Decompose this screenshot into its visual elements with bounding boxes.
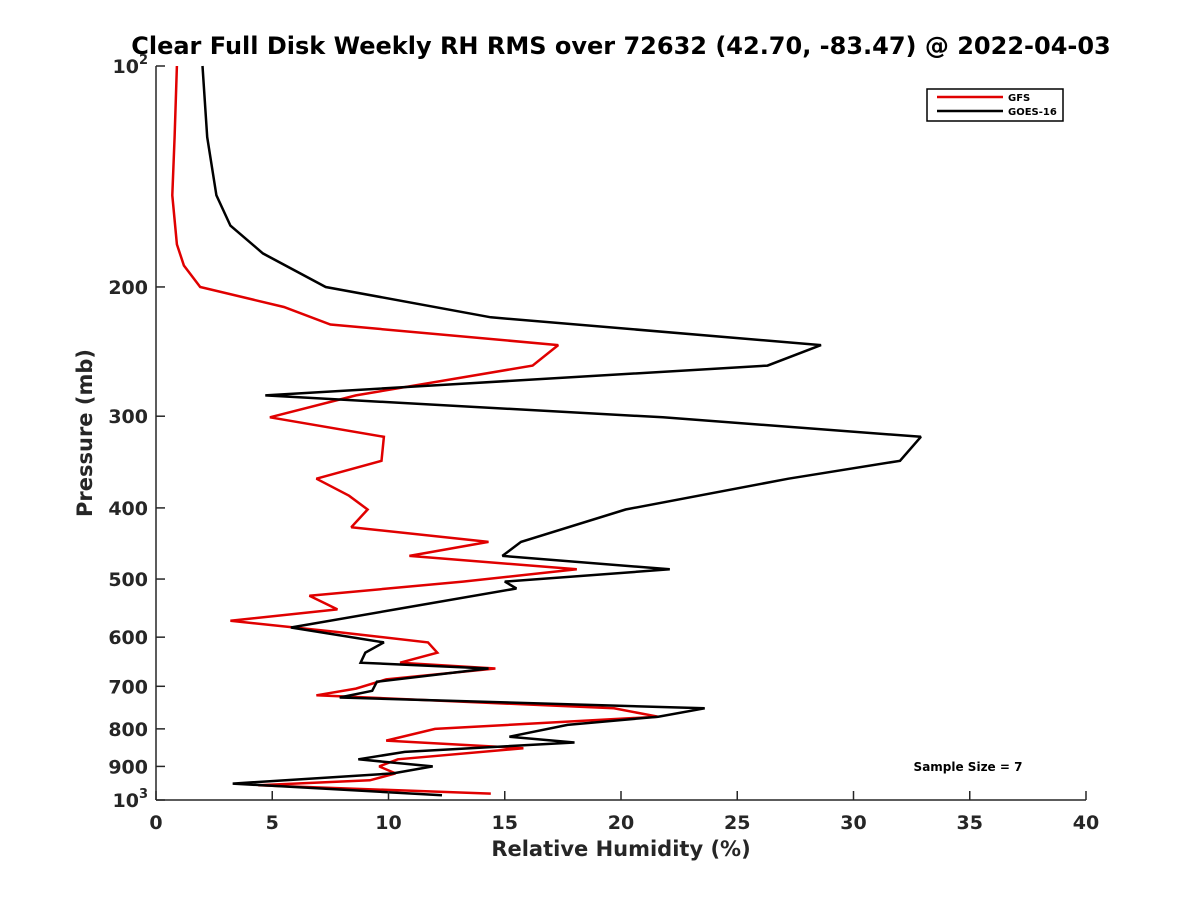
- series-line-goes-16: [201, 65, 922, 797]
- legend-label-goes-16: GOES-16: [1008, 107, 1057, 118]
- sample-size-annotation: Sample Size = 7: [914, 760, 1023, 774]
- x-tick-label: 30: [840, 812, 866, 834]
- legend-box: [926, 88, 1064, 122]
- y-tick-label: 200: [108, 277, 148, 299]
- series-line-gfs: [171, 65, 659, 795]
- x-tick-label: 0: [149, 812, 162, 834]
- x-axis: 0 5 10 15 20 25 30 35 40: [149, 791, 1099, 834]
- chart-title: Clear Full Disk Weekly RH RMS over 72632…: [131, 32, 1111, 60]
- x-tick-label: 25: [724, 812, 750, 834]
- y-tick-label: 500: [108, 569, 148, 591]
- legend-label-gfs: GFS: [1008, 93, 1030, 104]
- x-tick-label: 20: [608, 812, 634, 834]
- y-tick-label: 102: [113, 53, 149, 78]
- legend: GFS GOES-16: [926, 88, 1064, 122]
- plot-area: [171, 65, 922, 797]
- x-axis-label: Relative Humidity (%): [491, 837, 750, 861]
- y-axis: 102 200 300 400 500 600 700 800 900 103: [108, 53, 165, 812]
- x-tick-label: 35: [957, 812, 983, 834]
- x-tick-label: 15: [492, 812, 518, 834]
- x-tick-label: 40: [1073, 812, 1099, 834]
- x-tick-label: 5: [266, 812, 279, 834]
- y-tick-label: 900: [108, 756, 148, 778]
- y-tick-label: 300: [108, 406, 148, 428]
- y-tick-label: 800: [108, 719, 148, 741]
- x-tick-label: 10: [375, 812, 401, 834]
- y-tick-label: 103: [113, 787, 149, 812]
- y-tick-label: 700: [108, 676, 148, 698]
- y-tick-label: 400: [108, 498, 148, 520]
- y-tick-label: 600: [108, 627, 148, 649]
- y-axis-label: Pressure (mb): [73, 349, 97, 517]
